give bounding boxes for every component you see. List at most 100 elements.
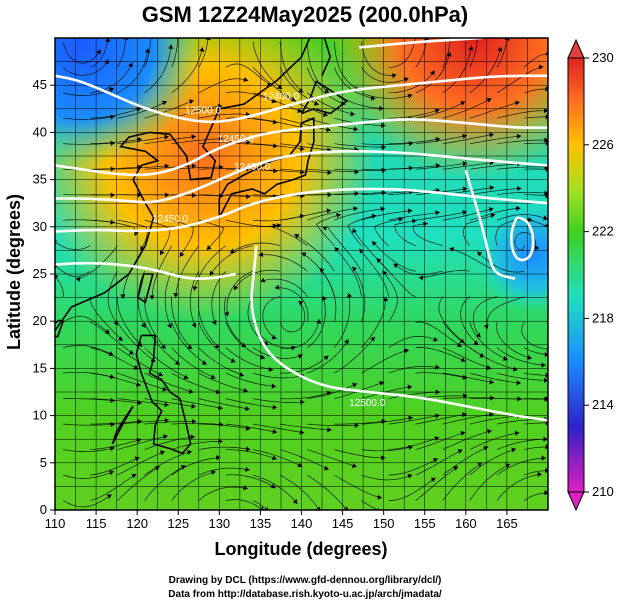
streamline-arrow bbox=[96, 49, 102, 55]
streamline-arrow bbox=[434, 436, 440, 442]
streamline-arrow bbox=[179, 251, 185, 257]
streamline bbox=[117, 219, 148, 251]
streamline-arrow bbox=[459, 338, 465, 343]
streamline-arrow bbox=[158, 371, 163, 377]
streamline bbox=[90, 62, 133, 94]
streamline-arrow bbox=[544, 190, 548, 196]
streamline-arrow bbox=[372, 241, 377, 246]
streamline bbox=[476, 251, 525, 273]
streamline-arrow bbox=[432, 457, 438, 463]
streamline bbox=[90, 107, 142, 119]
coastline bbox=[321, 38, 332, 77]
streamline-arrow bbox=[490, 395, 495, 401]
streamline-arrow bbox=[490, 213, 496, 219]
streamline bbox=[198, 296, 220, 349]
streamline bbox=[90, 219, 136, 236]
credit-drawing: Drawing by DCL (https://www.gfd-dennou.o… bbox=[169, 575, 442, 586]
streamline-arrow bbox=[191, 134, 196, 140]
streamline-arrow bbox=[393, 263, 399, 269]
streamline-arrow bbox=[323, 111, 328, 117]
streamline-arrow bbox=[191, 418, 197, 425]
streamline bbox=[469, 448, 517, 476]
streamline bbox=[497, 110, 545, 119]
streamline bbox=[198, 141, 251, 145]
streamline bbox=[198, 347, 245, 377]
streamline bbox=[117, 296, 143, 347]
streamline-arrow bbox=[477, 462, 483, 467]
streamline-arrow bbox=[180, 464, 186, 470]
streamline-arrow bbox=[408, 415, 413, 421]
streamline bbox=[117, 100, 168, 119]
streamline-arrow bbox=[104, 59, 109, 65]
streamline-arrow bbox=[264, 506, 269, 510]
streamline-arrow bbox=[352, 463, 357, 469]
streamline bbox=[388, 138, 441, 145]
streamline-arrow bbox=[292, 498, 298, 504]
streamline-arrow bbox=[109, 374, 115, 380]
colorbar-bottom-arrow bbox=[567, 491, 585, 512]
streamline-arrow bbox=[160, 250, 165, 256]
streamline bbox=[171, 471, 216, 501]
streamline-arrow bbox=[544, 351, 548, 358]
streamline-arrow bbox=[218, 136, 224, 142]
streamline bbox=[90, 420, 143, 425]
streamline-arrow bbox=[259, 506, 264, 510]
streamline-arrow bbox=[408, 140, 414, 147]
streamline bbox=[62, 41, 101, 64]
streamline-arrow bbox=[460, 101, 466, 106]
y-axis-label: Latitude (degrees) bbox=[4, 194, 24, 350]
streamline bbox=[175, 245, 200, 298]
streamline-arrow bbox=[301, 252, 307, 258]
streamline-arrow bbox=[183, 374, 189, 380]
streamline bbox=[252, 398, 305, 403]
streamline bbox=[225, 91, 277, 103]
streamline-arrow bbox=[353, 126, 359, 132]
streamline-arrow bbox=[403, 77, 409, 83]
streamline bbox=[469, 46, 502, 94]
streamline bbox=[394, 220, 417, 247]
streamline bbox=[496, 40, 508, 68]
streamline-arrow bbox=[211, 469, 216, 475]
streamline-arrow bbox=[434, 108, 440, 114]
streamline bbox=[412, 223, 443, 247]
streamline bbox=[376, 258, 416, 298]
streamline-arrow bbox=[487, 429, 492, 435]
streamline-arrow bbox=[271, 98, 277, 104]
streamline-arrow bbox=[272, 404, 278, 410]
streamline bbox=[280, 319, 320, 349]
streamline-arrow bbox=[271, 455, 277, 461]
x-tick-label: 110 bbox=[45, 516, 66, 531]
streamline bbox=[225, 423, 278, 433]
streamline-arrow bbox=[473, 340, 479, 345]
streamline bbox=[198, 321, 236, 363]
streamline-arrow bbox=[327, 192, 332, 198]
streamline bbox=[117, 48, 149, 94]
streamline-arrow bbox=[488, 206, 494, 213]
colorbar-tick-label: 214 bbox=[592, 397, 614, 412]
streamline-arrow bbox=[327, 427, 332, 433]
streamline-arrow bbox=[353, 206, 358, 212]
streamline bbox=[117, 321, 156, 363]
streamline bbox=[469, 322, 508, 361]
streamline-arrow bbox=[359, 248, 364, 254]
streamline bbox=[225, 168, 278, 172]
streamline-arrow bbox=[407, 473, 413, 479]
streamline bbox=[442, 162, 495, 170]
streamline-arrow bbox=[460, 430, 466, 436]
streamline bbox=[117, 466, 160, 501]
streamline-arrow bbox=[327, 169, 332, 176]
streamline bbox=[225, 117, 278, 124]
streamline-arrow bbox=[462, 133, 467, 139]
streamline bbox=[307, 339, 349, 374]
streamline bbox=[144, 99, 195, 119]
streamline bbox=[229, 242, 281, 254]
streamline bbox=[361, 446, 413, 452]
streamline bbox=[90, 347, 139, 370]
y-tick-label: 35 bbox=[33, 172, 47, 187]
streamline bbox=[442, 133, 494, 145]
streamline bbox=[279, 474, 319, 509]
streamline bbox=[226, 270, 254, 317]
streamline bbox=[497, 191, 546, 196]
streamline bbox=[306, 67, 346, 105]
streamline bbox=[361, 296, 386, 348]
